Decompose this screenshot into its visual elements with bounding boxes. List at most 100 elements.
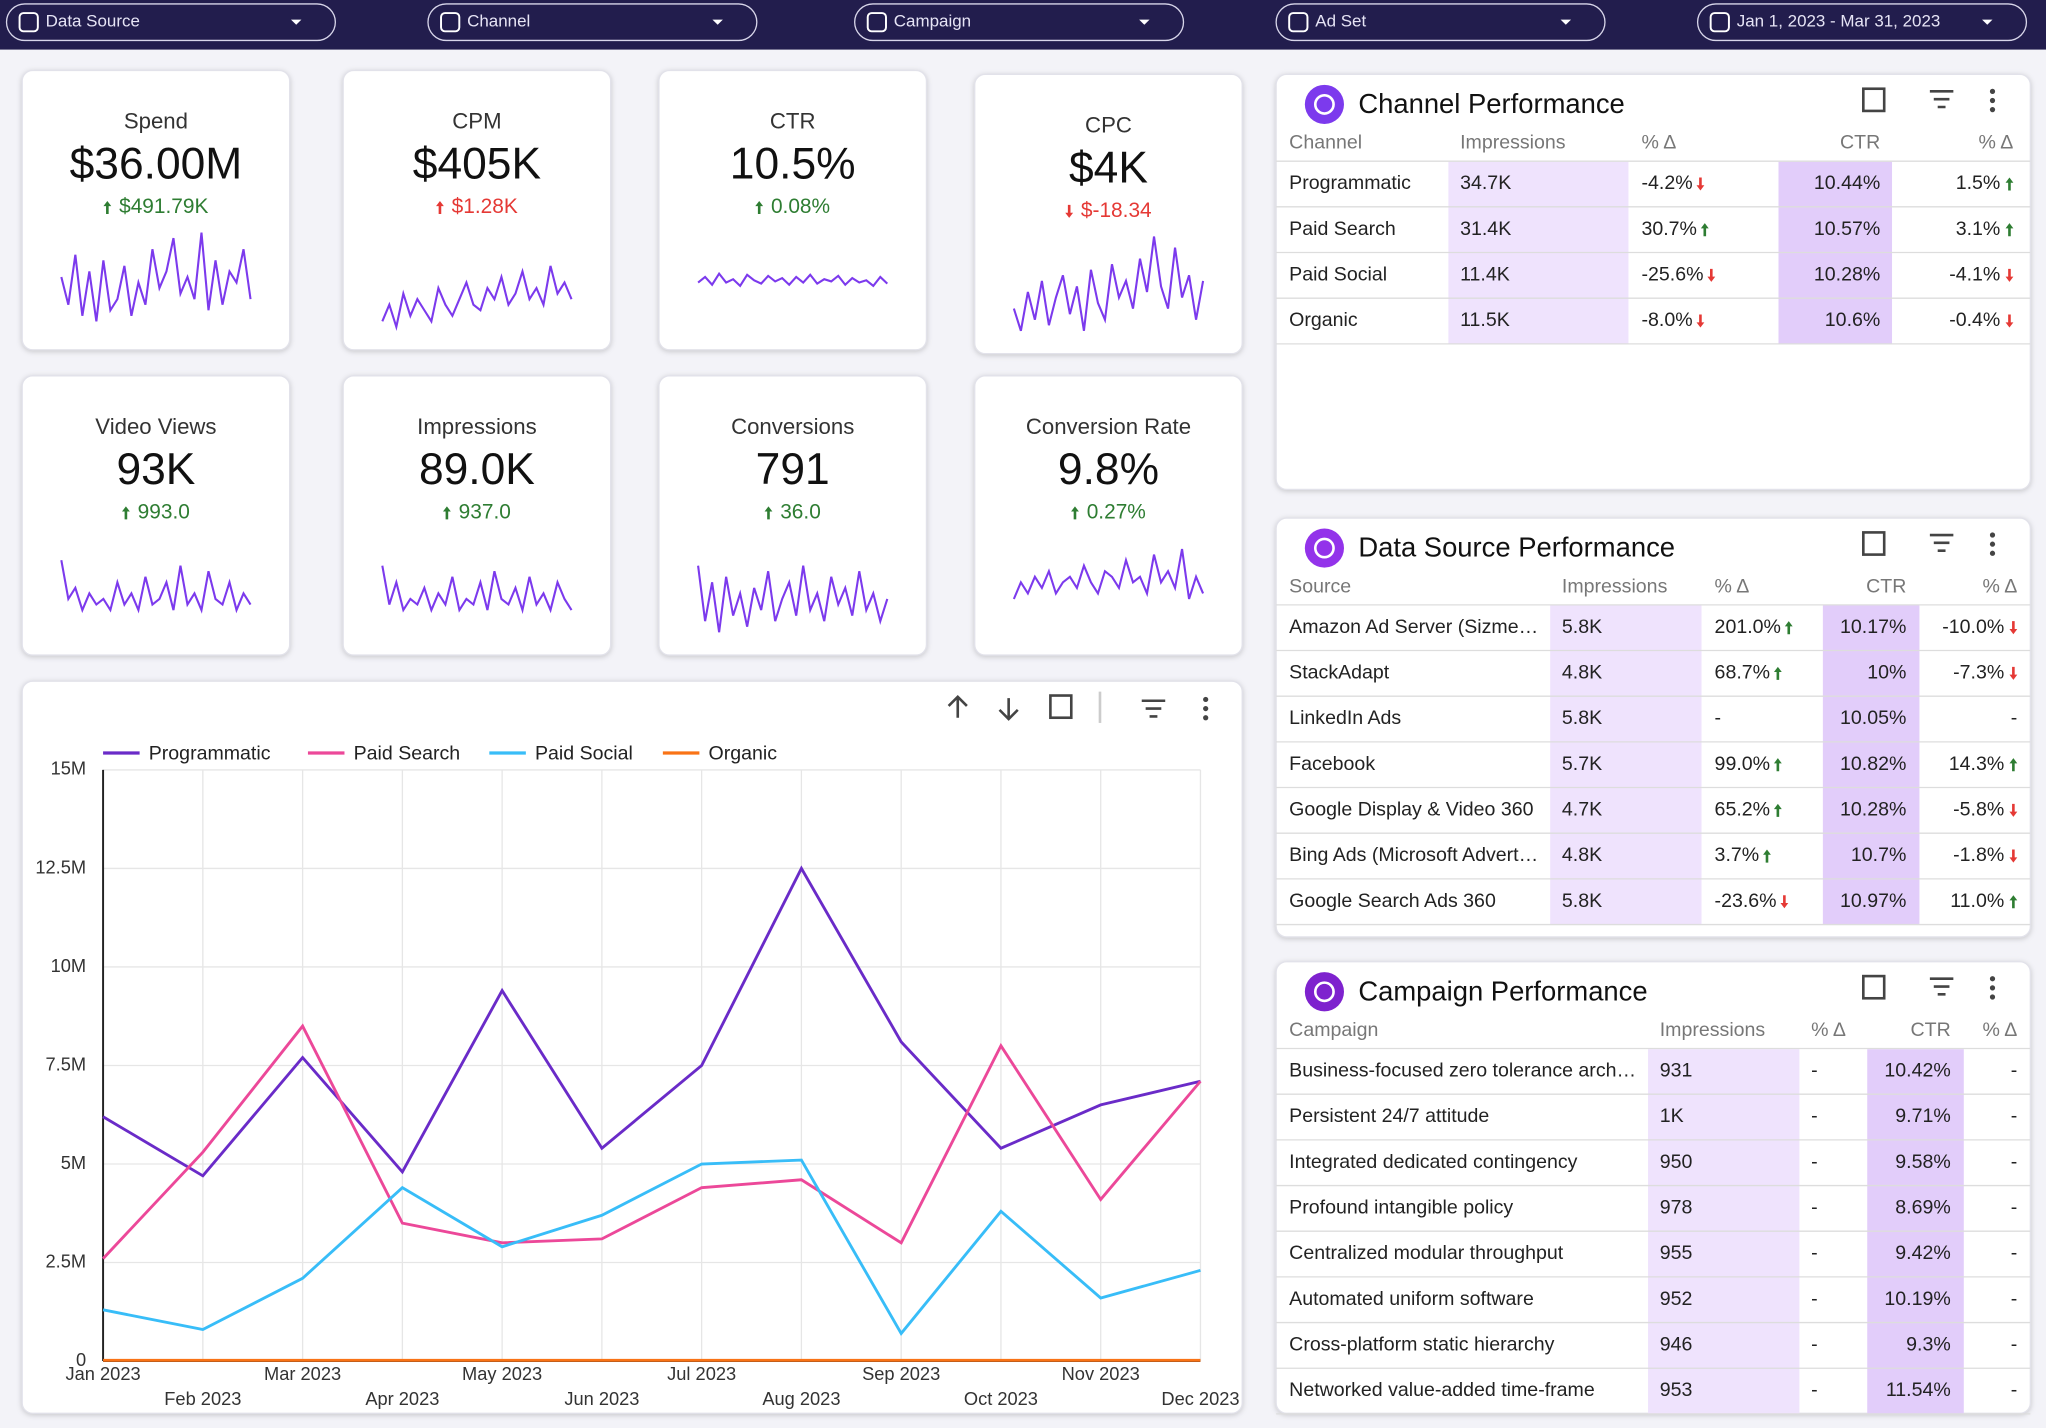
row-label: Networked value-added time-frame (1289, 1379, 1595, 1401)
kpi-title: Video Views (95, 414, 216, 439)
column-header[interactable]: Source (1289, 575, 1351, 597)
filter-label: Campaign (894, 12, 971, 31)
row-label: Automated uniform software (1289, 1288, 1534, 1310)
x-tick-label: Dec 2023 (1161, 1388, 1239, 1409)
cell: 11.54% (1886, 1379, 1951, 1401)
cell: 14.3% (1949, 753, 2004, 775)
row-label: Profound intangible policy (1289, 1197, 1513, 1219)
menu-dot[interactable] (1990, 98, 1995, 103)
column-header[interactable]: % Δ (1982, 1019, 2017, 1041)
row-label: Google Search Ads 360 (1289, 890, 1496, 912)
legend-label: Paid Search (354, 742, 461, 764)
cell: 4.8K (1562, 844, 1602, 866)
column-header[interactable]: % Δ (1979, 132, 2014, 154)
cell: - (1811, 1242, 1818, 1264)
x-tick-label: Aug 2023 (762, 1388, 840, 1409)
kpi-delta: 993.0 (138, 500, 190, 523)
column-header[interactable]: CTR (1840, 132, 1880, 154)
cell: 99.0% (1715, 753, 1770, 775)
row-label: Business-focused zero tolerance arch… (1289, 1060, 1636, 1082)
kpi-value: 93K (116, 445, 195, 494)
kpi-title: Impressions (417, 414, 537, 439)
cell: 5.8K (1562, 890, 1602, 912)
cell: - (1811, 1288, 1818, 1310)
cell: - (2011, 1197, 2018, 1219)
cell: 9.58% (1895, 1151, 1950, 1173)
column-header[interactable]: CTR (1911, 1019, 1951, 1041)
column-header[interactable]: Impressions (1460, 132, 1566, 154)
cell: 8.69% (1895, 1197, 1950, 1219)
row-label: LinkedIn Ads (1289, 707, 1401, 729)
cell: - (2011, 1060, 2018, 1082)
row-label: Amazon Ad Server (Sizme… (1289, 616, 1538, 638)
column-header[interactable]: Impressions (1660, 1019, 1766, 1041)
cell: -25.6% (1641, 264, 1703, 286)
cell: 9.42% (1895, 1242, 1950, 1264)
menu-dot[interactable] (1990, 551, 1995, 556)
cell: 946 (1660, 1334, 1693, 1356)
filter-label: Jan 1, 2023 - Mar 31, 2023 (1737, 12, 1941, 31)
cell: 953 (1660, 1379, 1693, 1401)
cell: -10.0% (1942, 616, 2004, 638)
row-label: Integrated dedicated contingency (1289, 1151, 1577, 1173)
cell: 3.1% (1956, 218, 2001, 240)
kpi-title: Conversion Rate (1026, 414, 1191, 439)
menu-dot[interactable] (1990, 107, 1995, 112)
cell: 10.57% (1814, 218, 1880, 240)
kpi-delta: 0.27% (1087, 500, 1146, 523)
menu-dot[interactable] (1990, 542, 1995, 547)
x-tick-label: Mar 2023 (264, 1363, 341, 1384)
kpi-delta: $1.28K (452, 195, 518, 218)
panel-title: Channel Performance (1358, 88, 1624, 119)
cell: 10.28% (1814, 264, 1880, 286)
y-tick-label: 5M (61, 1152, 86, 1173)
kpi-delta: 937.0 (459, 500, 511, 523)
cell: 1.5% (1956, 172, 2001, 194)
column-header[interactable]: CTR (1866, 575, 1906, 597)
cell: 10.17% (1840, 616, 1906, 638)
cell: 10.05% (1840, 707, 1906, 729)
menu-dot[interactable] (1990, 985, 1995, 990)
y-tick-label: 15M (51, 758, 87, 779)
column-header[interactable]: % Δ (1641, 132, 1676, 154)
cell: -1.8% (1953, 844, 2004, 866)
column-header[interactable]: % Δ (1715, 575, 1750, 597)
cell: 11.4K (1460, 264, 1510, 286)
cell: 952 (1660, 1288, 1693, 1310)
kpi-value: 10.5% (730, 140, 856, 189)
y-tick-label: 12.5M (35, 856, 86, 877)
column-header[interactable]: Impressions (1562, 575, 1668, 597)
legend-label: Programmatic (149, 742, 271, 764)
kpi-delta: $-18.34 (1081, 199, 1152, 222)
menu-icon[interactable] (1203, 697, 1208, 720)
row-label: Bing Ads (Microsoft Advert… (1289, 844, 1538, 866)
filter-label: Data Source (46, 12, 140, 31)
menu-dot[interactable] (1990, 976, 1995, 981)
kpi-value: $36.00M (70, 140, 243, 189)
column-header[interactable]: % Δ (1982, 575, 2017, 597)
cell: -8.0% (1641, 309, 1692, 331)
legend-label: Paid Social (535, 742, 633, 764)
cell: 10.7% (1851, 844, 1906, 866)
cell: 1K (1660, 1105, 1684, 1127)
column-header[interactable]: Campaign (1289, 1019, 1378, 1041)
legend-label: Organic (709, 742, 778, 764)
x-tick-label: Nov 2023 (1062, 1363, 1140, 1384)
column-header[interactable]: % Δ (1811, 1019, 1846, 1041)
filter-label: Ad Set (1315, 12, 1366, 31)
menu-dot[interactable] (1990, 532, 1995, 537)
x-tick-label: Sep 2023 (862, 1363, 940, 1384)
cell: - (2011, 1151, 2018, 1173)
menu-dot[interactable] (1990, 89, 1995, 94)
cell: - (2011, 1242, 2018, 1264)
cell: - (1811, 1197, 1818, 1219)
cell: 10.28% (1840, 799, 1906, 821)
row-label: Cross-platform static hierarchy (1289, 1334, 1554, 1356)
kpi-title: Conversions (731, 414, 854, 439)
cell: 931 (1660, 1060, 1693, 1082)
kpi-value: 791 (756, 445, 830, 494)
cell: 68.7% (1715, 662, 1770, 684)
menu-dot[interactable] (1990, 994, 1995, 999)
column-header[interactable]: Channel (1289, 132, 1362, 154)
